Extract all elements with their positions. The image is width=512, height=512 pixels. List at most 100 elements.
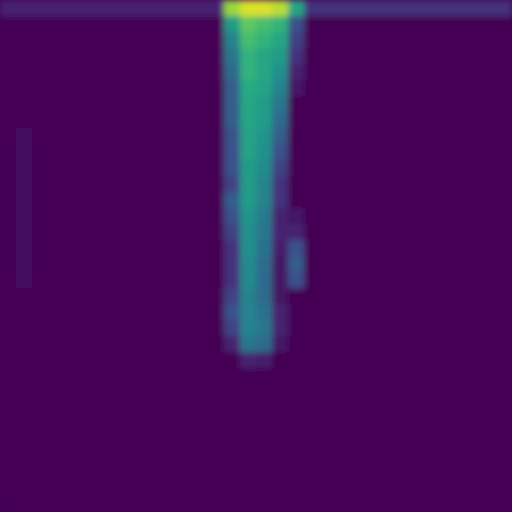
cell [480,128,497,145]
cell [176,384,193,401]
cell [352,368,369,385]
cell [384,208,401,225]
cell [128,368,145,385]
cell [240,496,257,512]
cell [224,176,241,193]
cell [176,208,193,225]
cell [96,416,113,433]
cell [400,256,417,273]
cell [160,320,177,337]
cell [160,400,177,417]
cell [256,464,273,481]
cell [128,336,145,353]
cell [320,352,337,369]
cell [256,208,273,225]
cell [64,288,81,305]
cell [0,16,17,33]
cell [192,384,209,401]
cell [304,272,321,289]
cell [496,144,512,161]
cell [224,432,241,449]
cell [240,256,257,273]
cell [304,448,321,465]
cell [480,224,497,241]
cell [32,256,49,273]
cell [448,32,465,49]
cell [496,384,512,401]
cell [304,16,321,33]
cell [432,112,449,129]
cell [336,448,353,465]
cell [352,336,369,353]
cell [176,176,193,193]
cell [416,352,433,369]
cell [384,64,401,81]
cell [80,0,97,17]
cell [496,448,512,465]
cell [448,64,465,81]
cell [144,80,161,97]
cell [432,224,449,241]
cell [480,96,497,113]
cell [256,80,273,97]
cell [80,32,97,49]
cell [160,416,177,433]
cell [32,272,49,289]
cell [32,480,49,497]
cell [160,160,177,177]
cell [160,288,177,305]
cell [272,208,289,225]
cell [160,112,177,129]
cell [128,64,145,81]
cell [32,80,49,97]
cell [64,400,81,417]
cell [224,416,241,433]
cell [208,400,225,417]
cell [400,304,417,321]
cell [352,176,369,193]
cell [192,464,209,481]
cell [496,160,512,177]
cell [128,96,145,113]
cell [80,192,97,209]
cell [368,208,385,225]
cell [160,16,177,33]
cell [400,208,417,225]
cell [448,496,465,512]
cell [464,240,481,257]
cell [0,336,17,353]
cell [192,432,209,449]
cell [224,256,241,273]
cell [480,112,497,129]
cell [416,464,433,481]
cell [256,96,273,113]
cell [352,272,369,289]
cell [0,272,17,289]
cell [304,368,321,385]
cell [144,0,161,17]
cell [272,160,289,177]
cell [256,304,273,321]
cell [96,400,113,417]
cell [272,432,289,449]
cell [112,256,129,273]
cell [224,496,241,512]
cell [480,160,497,177]
cell [144,16,161,33]
spectrogram [0,0,512,512]
cell [16,192,33,209]
cell [400,416,417,433]
cell [128,240,145,257]
cell [384,192,401,209]
cell [96,384,113,401]
cell [32,448,49,465]
cell [0,32,17,49]
cell [464,448,481,465]
cell [288,416,305,433]
cell [96,144,113,161]
cell [0,352,17,369]
cell [320,320,337,337]
cell [240,272,257,289]
cell [160,384,177,401]
cell [368,416,385,433]
